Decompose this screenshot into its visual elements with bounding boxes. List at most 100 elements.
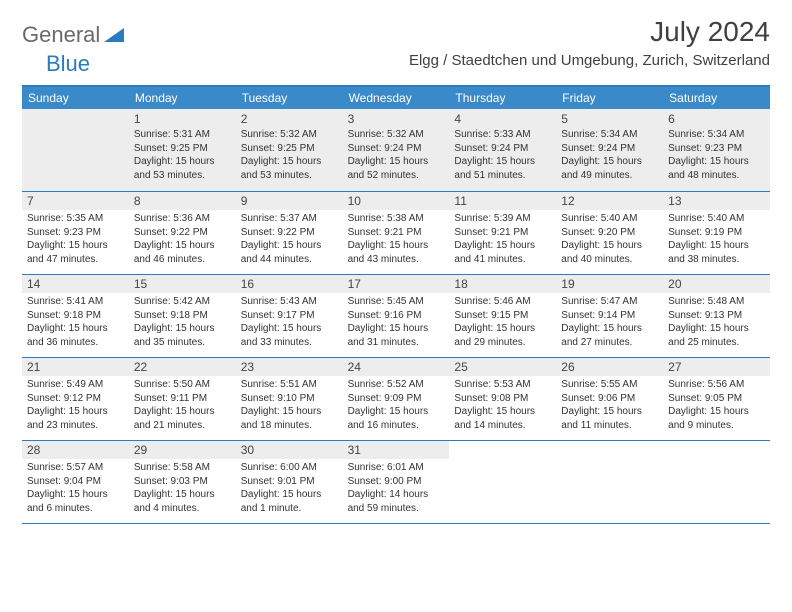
day-cell: 24 Sunrise: 5:52 AMSunset: 9:09 PMDayligh…: [343, 358, 450, 440]
day-info: Sunrise: 5:31 AMSunset: 9:25 PMDaylight:…: [134, 128, 231, 182]
day-cell: [22, 109, 129, 191]
day-cell: 16 Sunrise: 5:43 AMSunset: 9:17 PMDayligh…: [236, 275, 343, 357]
day-info: Sunrise: 5:42 AMSunset: 9:18 PMDaylight:…: [134, 295, 231, 349]
day-number: 31: [343, 441, 450, 459]
day-number: 16: [236, 275, 343, 293]
logo-text-general: General: [22, 22, 100, 48]
day-cell: 18Sunrise: 5:46 AMSunset: 9:15 PMDayligh…: [449, 275, 556, 357]
week-row: 28 Sunrise: 5:57 AMSunset: 9:04 PMDayligh…: [22, 441, 770, 524]
day-info: Sunrise: 5:45 AMSunset: 9:16 PMDaylight:…: [348, 295, 445, 349]
day-cell: 8 Sunrise: 5:36 AMSunset: 9:22 PMDaylight…: [129, 192, 236, 274]
day-header-row: Sunday Monday Tuesday Wednesday Thursday…: [22, 87, 770, 109]
day-number: 23: [236, 358, 343, 376]
week-row: 14 Sunrise: 5:41 AMSunset: 9:18 PMDayligh…: [22, 275, 770, 358]
day-cell: 22 Sunrise: 5:50 AMSunset: 9:11 PMDayligh…: [129, 358, 236, 440]
day-number: 2: [241, 112, 338, 126]
day-info: Sunrise: 5:33 AMSunset: 9:24 PMDaylight:…: [454, 128, 551, 182]
day-header: Saturday: [663, 87, 770, 109]
day-number: 7: [22, 192, 129, 210]
day-info: Sunrise: 5:43 AMSunset: 9:17 PMDaylight:…: [241, 295, 338, 349]
week-row: 21 Sunrise: 5:49 AMSunset: 9:12 PMDayligh…: [22, 358, 770, 441]
logo-triangle-icon: [104, 26, 124, 47]
day-number: 4: [454, 112, 551, 126]
day-info: Sunrise: 6:00 AMSunset: 9:01 PMDaylight:…: [241, 461, 338, 515]
day-info: Sunrise: 5:40 AMSunset: 9:20 PMDaylight:…: [561, 212, 658, 266]
day-info: Sunrise: 5:57 AMSunset: 9:04 PMDaylight:…: [27, 461, 124, 515]
day-info: Sunrise: 5:50 AMSunset: 9:11 PMDaylight:…: [134, 378, 231, 432]
day-info: Sunrise: 5:52 AMSunset: 9:09 PMDaylight:…: [348, 378, 445, 432]
day-header: Thursday: [449, 87, 556, 109]
day-header: Wednesday: [343, 87, 450, 109]
day-cell: 4 Sunrise: 5:33 AMSunset: 9:24 PMDaylight…: [449, 109, 556, 191]
day-cell: 31 Sunrise: 6:01 AMSunset: 9:00 PMDayligh…: [343, 441, 450, 523]
logo-text-blue: Blue: [46, 51, 90, 76]
day-header: Monday: [129, 87, 236, 109]
title-block: July 2024 Elgg / Staedtchen und Umgebung…: [409, 16, 770, 69]
day-cell: 27 Sunrise: 5:56 AMSunset: 9:05 PMDayligh…: [663, 358, 770, 440]
day-cell: 1Sunrise: 5:31 AMSunset: 9:25 PMDaylight…: [129, 109, 236, 191]
day-number: 18: [449, 275, 556, 293]
day-cell: 30 Sunrise: 6:00 AMSunset: 9:01 PMDayligh…: [236, 441, 343, 523]
day-number: 12: [556, 192, 663, 210]
day-header: Tuesday: [236, 87, 343, 109]
calendar: Sunday Monday Tuesday Wednesday Thursday…: [22, 85, 770, 524]
day-header: Sunday: [22, 87, 129, 109]
day-number: 22: [129, 358, 236, 376]
weeks-container: 1Sunrise: 5:31 AMSunset: 9:25 PMDaylight…: [22, 109, 770, 524]
day-info: Sunrise: 5:48 AMSunset: 9:13 PMDaylight:…: [668, 295, 765, 349]
week-row: 1Sunrise: 5:31 AMSunset: 9:25 PMDaylight…: [22, 109, 770, 192]
day-number: 15: [129, 275, 236, 293]
day-number: 5: [561, 112, 658, 126]
day-number: 21: [22, 358, 129, 376]
day-cell: 2 Sunrise: 5:32 AMSunset: 9:25 PMDaylight…: [236, 109, 343, 191]
day-number: 24: [343, 358, 450, 376]
day-info: Sunrise: 5:39 AMSunset: 9:21 PMDaylight:…: [454, 212, 551, 266]
day-cell: 13 Sunrise: 5:40 AMSunset: 9:19 PMDayligh…: [663, 192, 770, 274]
day-cell: 11Sunrise: 5:39 AMSunset: 9:21 PMDayligh…: [449, 192, 556, 274]
day-cell: 26Sunrise: 5:55 AMSunset: 9:06 PMDayligh…: [556, 358, 663, 440]
day-cell: 9Sunrise: 5:37 AMSunset: 9:22 PMDaylight…: [236, 192, 343, 274]
day-info: Sunrise: 5:32 AMSunset: 9:25 PMDaylight:…: [241, 128, 338, 182]
day-number: 13: [663, 192, 770, 210]
day-number: 30: [236, 441, 343, 459]
day-number: 27: [663, 358, 770, 376]
day-cell: 28 Sunrise: 5:57 AMSunset: 9:04 PMDayligh…: [22, 441, 129, 523]
day-info: Sunrise: 5:36 AMSunset: 9:22 PMDaylight:…: [134, 212, 231, 266]
day-number: 3: [348, 112, 445, 126]
day-number: 17: [343, 275, 450, 293]
day-info: Sunrise: 5:40 AMSunset: 9:19 PMDaylight:…: [668, 212, 765, 266]
day-info: Sunrise: 5:32 AMSunset: 9:24 PMDaylight:…: [348, 128, 445, 182]
day-number: 25: [449, 358, 556, 376]
day-info: Sunrise: 5:55 AMSunset: 9:06 PMDaylight:…: [561, 378, 658, 432]
day-info: Sunrise: 5:51 AMSunset: 9:10 PMDaylight:…: [241, 378, 338, 432]
day-number: 8: [129, 192, 236, 210]
day-cell: 12 Sunrise: 5:40 AMSunset: 9:20 PMDayligh…: [556, 192, 663, 274]
day-number: 29: [129, 441, 236, 459]
week-row: 7 Sunrise: 5:35 AMSunset: 9:23 PMDaylight…: [22, 192, 770, 275]
day-header: Friday: [556, 87, 663, 109]
location-text: Elgg / Staedtchen und Umgebung, Zurich, …: [409, 52, 770, 69]
day-cell: 29 Sunrise: 5:58 AMSunset: 9:03 PMDayligh…: [129, 441, 236, 523]
day-info: Sunrise: 6:01 AMSunset: 9:00 PMDaylight:…: [348, 461, 445, 515]
day-cell: 15 Sunrise: 5:42 AMSunset: 9:18 PMDayligh…: [129, 275, 236, 357]
day-info: Sunrise: 5:41 AMSunset: 9:18 PMDaylight:…: [27, 295, 124, 349]
day-number: 20: [663, 275, 770, 293]
day-info: Sunrise: 5:34 AMSunset: 9:23 PMDaylight:…: [668, 128, 765, 182]
day-cell: 10Sunrise: 5:38 AMSunset: 9:21 PMDayligh…: [343, 192, 450, 274]
day-number: 10: [343, 192, 450, 210]
day-cell: 14 Sunrise: 5:41 AMSunset: 9:18 PMDayligh…: [22, 275, 129, 357]
day-cell: 23 Sunrise: 5:51 AMSunset: 9:10 PMDayligh…: [236, 358, 343, 440]
day-info: Sunrise: 5:58 AMSunset: 9:03 PMDaylight:…: [134, 461, 231, 515]
day-cell: 7 Sunrise: 5:35 AMSunset: 9:23 PMDaylight…: [22, 192, 129, 274]
month-title: July 2024: [409, 16, 770, 48]
day-number: 14: [22, 275, 129, 293]
day-info: Sunrise: 5:49 AMSunset: 9:12 PMDaylight:…: [27, 378, 124, 432]
day-number: 28: [22, 441, 129, 459]
day-info: Sunrise: 5:37 AMSunset: 9:22 PMDaylight:…: [241, 212, 338, 266]
day-info: Sunrise: 5:56 AMSunset: 9:05 PMDaylight:…: [668, 378, 765, 432]
day-info: Sunrise: 5:35 AMSunset: 9:23 PMDaylight:…: [27, 212, 124, 266]
day-cell: 3 Sunrise: 5:32 AMSunset: 9:24 PMDaylight…: [343, 109, 450, 191]
day-cell: 20 Sunrise: 5:48 AMSunset: 9:13 PMDayligh…: [663, 275, 770, 357]
day-info: Sunrise: 5:53 AMSunset: 9:08 PMDaylight:…: [454, 378, 551, 432]
day-cell: 17 Sunrise: 5:45 AMSunset: 9:16 PMDayligh…: [343, 275, 450, 357]
